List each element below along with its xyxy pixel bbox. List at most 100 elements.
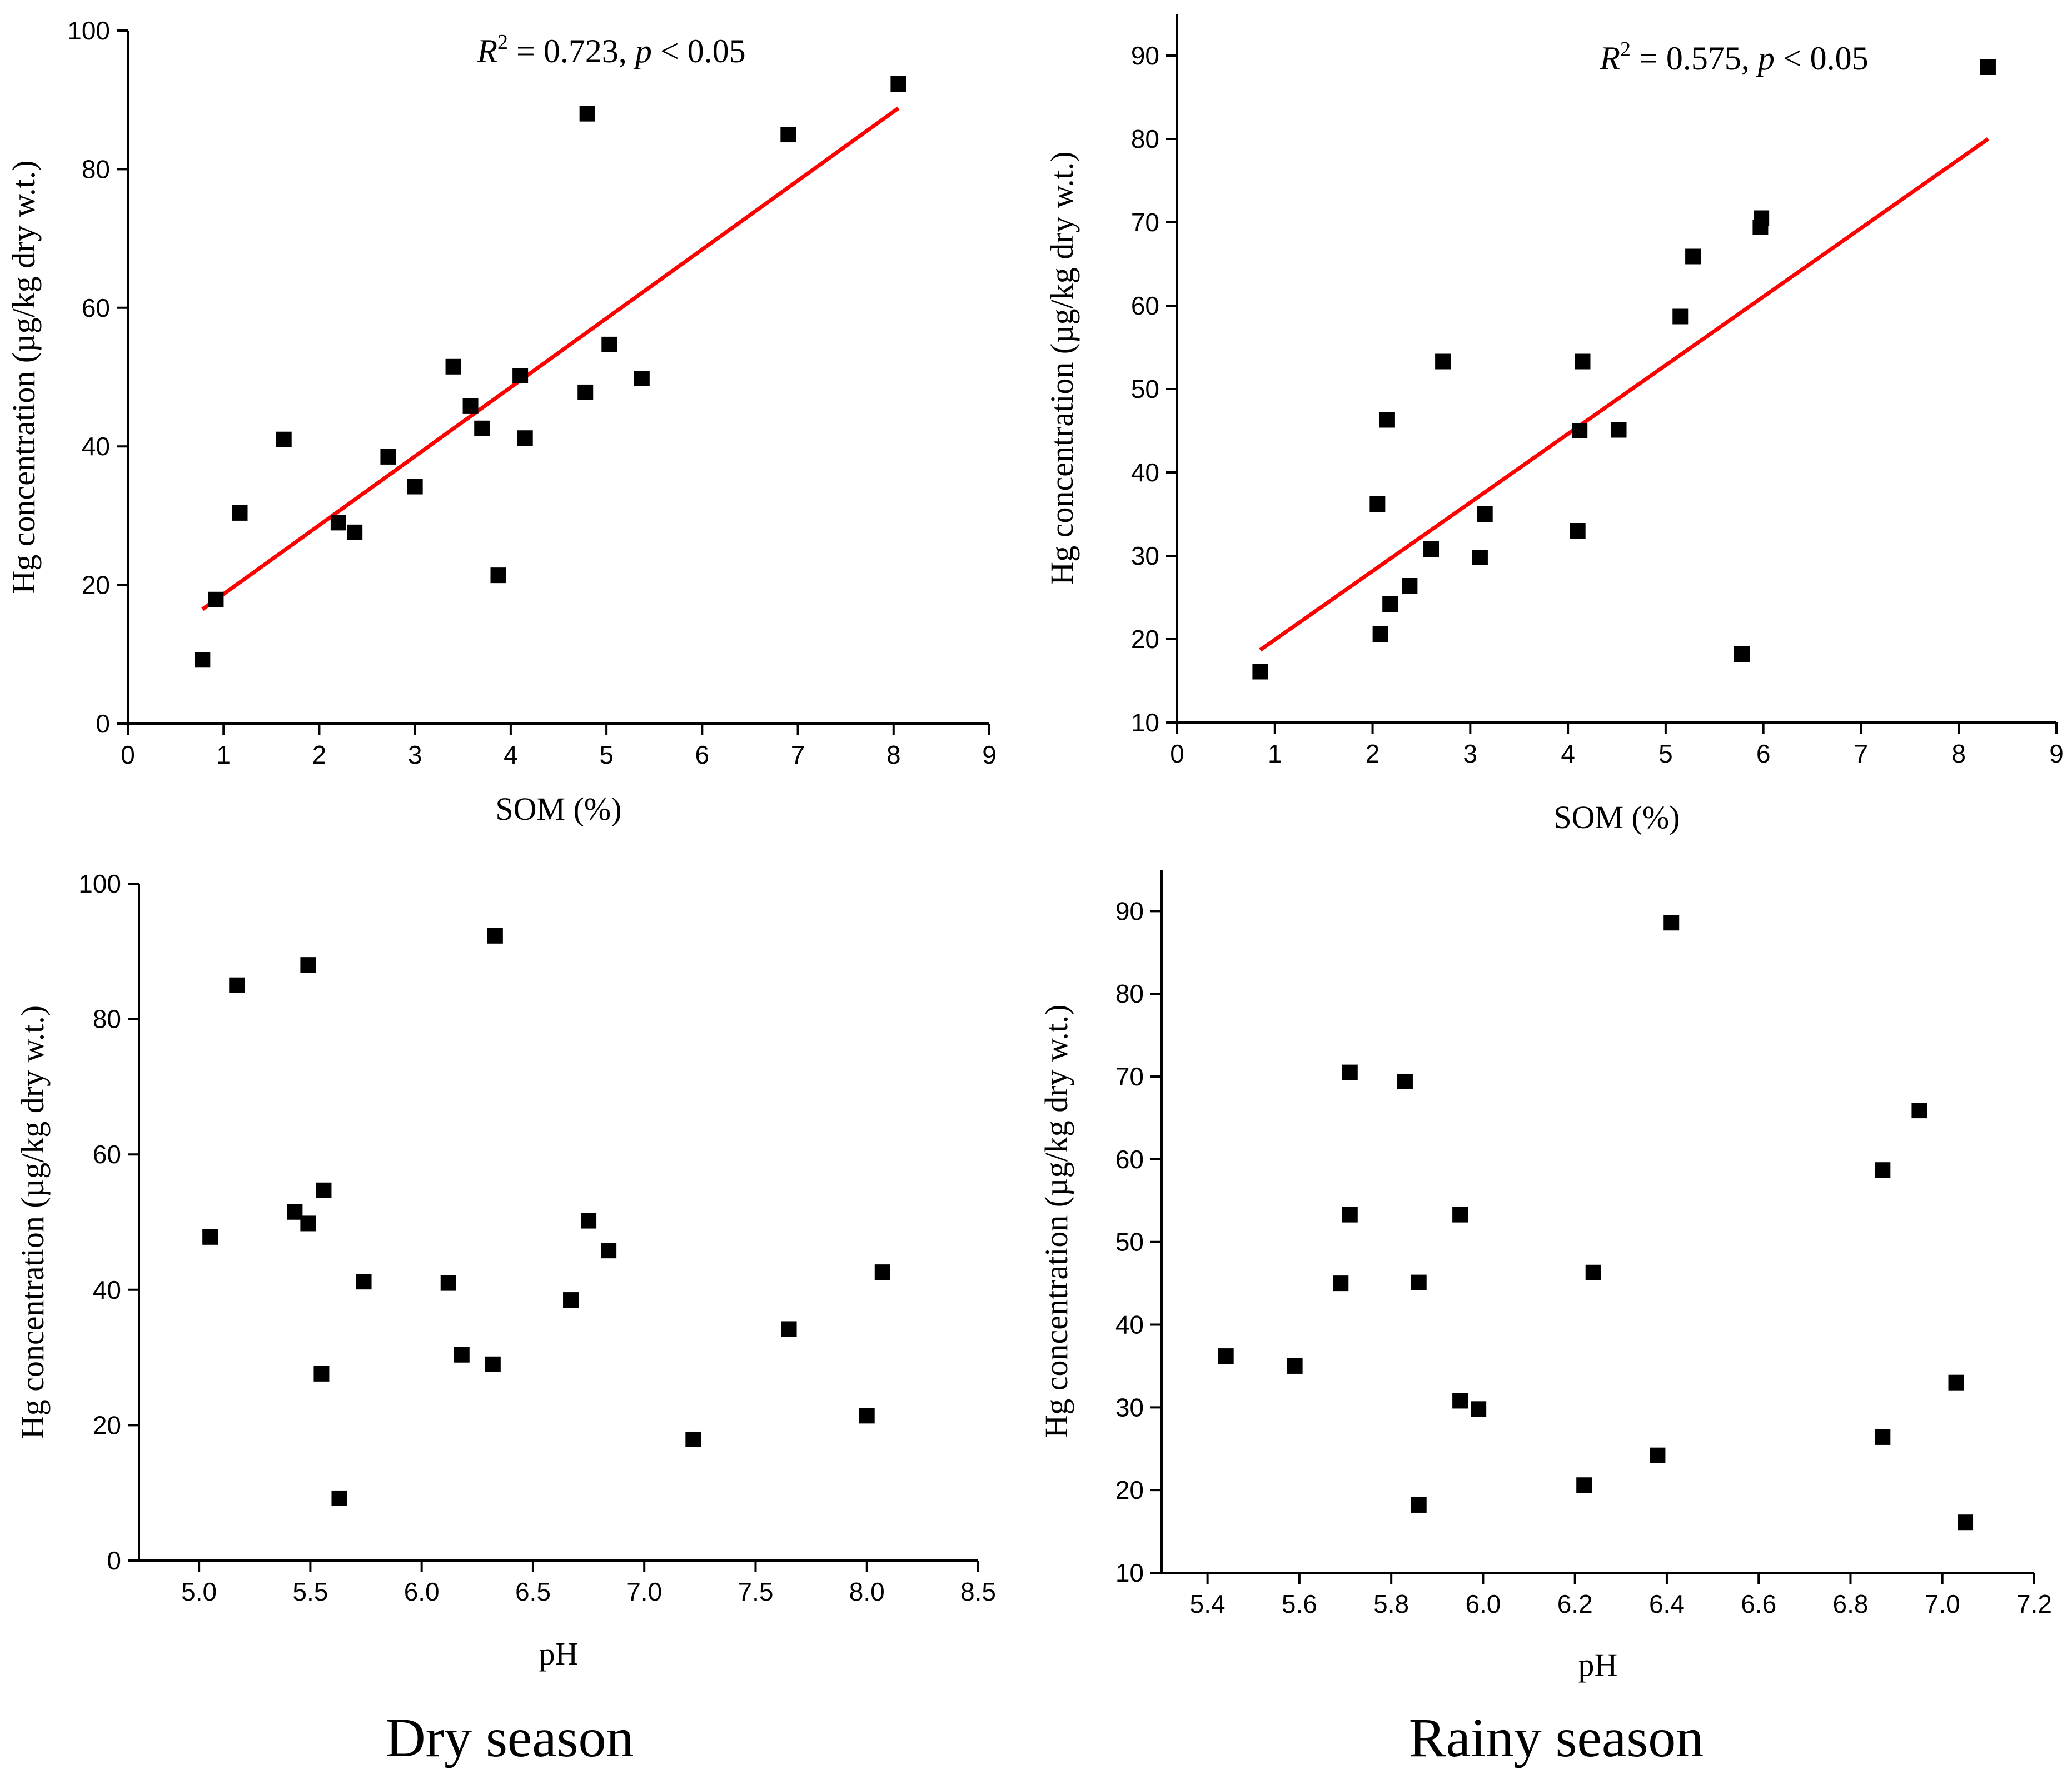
data-point	[890, 76, 906, 92]
x-tick-label: 6.0	[1465, 1589, 1501, 1618]
data-point	[316, 1182, 332, 1198]
data-point	[634, 370, 650, 386]
data-point	[1452, 1393, 1468, 1409]
y-tick-label: 40	[1131, 458, 1159, 487]
x-tick-label: 5.4	[1190, 1589, 1226, 1618]
y-tick-label: 40	[93, 1275, 121, 1304]
x-axis-label: SOM (%)	[1553, 799, 1680, 835]
data-point	[300, 1215, 316, 1232]
data-point	[874, 1264, 890, 1280]
y-tick-label: 100	[67, 16, 110, 45]
data-point	[202, 1229, 218, 1245]
data-point	[1342, 1064, 1358, 1080]
p-symbol: p	[1756, 40, 1775, 77]
data-point	[445, 358, 461, 375]
data-point	[1252, 664, 1268, 680]
x-axis-label: SOM (%)	[495, 791, 621, 827]
y-tick-label: 20	[93, 1411, 121, 1439]
data-point	[1575, 353, 1591, 370]
data-point	[579, 106, 595, 122]
y-axis-label: Hg concentration (µg/kg dry w.t.)	[1044, 151, 1080, 585]
data-point	[454, 1347, 470, 1363]
x-tick-label: 8.0	[849, 1577, 885, 1606]
data-point	[1411, 1274, 1427, 1290]
x-tick-label: 8	[1951, 739, 1966, 768]
data-point	[1685, 248, 1701, 265]
data-point	[1663, 915, 1680, 931]
y-axis-label: Hg concentration (µg/kg dry w.t.)	[6, 160, 42, 594]
p-value: < 0.05	[1775, 40, 1869, 77]
r-symbol: R	[1599, 40, 1620, 77]
chart-dry-som: 0 1 2 3 4 5 6 7 8 9 0 20 40 60 80 100 SOM (%) Hg concentr…	[6, 16, 997, 827]
chart-dry-ph: 5.0 5.5 6.0 6.5 7.0 7.5 8.0 8.5 0 20 40 60 80 100 pH Hg…	[14, 869, 996, 1672]
data-point	[331, 1490, 347, 1506]
data-point	[1980, 59, 1996, 75]
y-tick-label: 30	[1115, 1393, 1144, 1422]
y-tick-label: 20	[82, 571, 110, 600]
x-axis-label: pH	[1578, 1647, 1618, 1683]
y-tick-label: 20	[1115, 1476, 1144, 1504]
x-tick-label: 7.0	[1925, 1589, 1960, 1618]
y-tick-label: 10	[1131, 708, 1159, 737]
data-point	[1452, 1207, 1468, 1223]
data-point	[208, 591, 224, 607]
y-axis-label: Hg concentration (µg/kg dry w.t.)	[1038, 1004, 1074, 1438]
data-point	[1911, 1103, 1927, 1119]
y-tick-label: 60	[1131, 291, 1159, 320]
data-point	[1611, 422, 1627, 438]
data-point	[577, 384, 594, 400]
x-tick-label: 8	[886, 740, 901, 769]
data-point	[229, 977, 245, 993]
x-tick-label: 5.6	[1282, 1589, 1317, 1618]
regression-annotation: R2 = 0.575, p < 0.05	[1599, 38, 1868, 77]
x-tick-label: 4	[504, 740, 518, 769]
x-tick-label: 9	[982, 740, 997, 769]
y-tick-label: 80	[93, 1005, 121, 1034]
data-point	[1372, 626, 1388, 642]
y-tick-label: 60	[93, 1140, 121, 1169]
data-point	[1472, 550, 1488, 565]
x-tick-label: 5.0	[181, 1577, 217, 1606]
data-point	[859, 1408, 875, 1424]
data-point	[780, 127, 796, 143]
r-value: = 0.723,	[508, 33, 635, 69]
data-point	[347, 524, 363, 540]
x-tick-label: 2	[1366, 739, 1380, 768]
x-axis-label: pH	[539, 1636, 579, 1672]
y-tick-label: 10	[1115, 1558, 1144, 1587]
data-point	[1672, 308, 1689, 325]
data-point	[462, 398, 479, 414]
x-tick-label: 6.2	[1557, 1589, 1593, 1618]
x-tick-label: 3	[1463, 739, 1478, 768]
data-point	[232, 505, 248, 521]
y-axis-label: Hg concentration (µg/kg dry w.t.)	[14, 1005, 51, 1439]
y-tick-label: 70	[1115, 1062, 1144, 1091]
y-tick-label: 0	[107, 1546, 121, 1575]
data-point	[440, 1275, 456, 1291]
y-tick-label: 90	[1131, 41, 1159, 70]
y-tick-label: 80	[1115, 979, 1144, 1008]
data-point	[1218, 1348, 1234, 1364]
data-point	[487, 928, 503, 944]
y-tick-label: 50	[1115, 1228, 1144, 1257]
data-point	[581, 1213, 597, 1229]
y-tick-label: 0	[96, 709, 110, 738]
y-tick-label: 80	[1131, 124, 1159, 153]
data-point	[287, 1204, 303, 1220]
data-point	[1379, 412, 1395, 428]
x-tick-label: 6.6	[1741, 1589, 1776, 1618]
x-tick-label: 6.0	[404, 1577, 440, 1606]
data-point	[276, 431, 292, 447]
data-point	[195, 652, 211, 668]
regression-line	[201, 106, 900, 611]
x-tick-label: 5	[1658, 739, 1673, 768]
r-value: = 0.575,	[1631, 40, 1758, 77]
x-tick-label: 5.5	[292, 1577, 328, 1606]
x-tick-label: 3	[408, 740, 422, 769]
data-point	[1585, 1264, 1601, 1280]
data-point	[517, 430, 533, 446]
data-point	[407, 479, 423, 495]
y-tick-label: 40	[1115, 1310, 1144, 1339]
r-power: 2	[1620, 38, 1631, 61]
